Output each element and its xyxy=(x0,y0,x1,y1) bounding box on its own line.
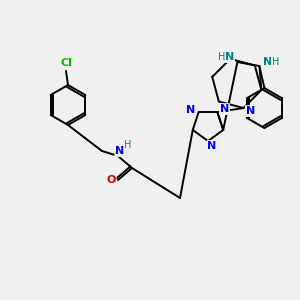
Text: N: N xyxy=(225,52,234,62)
Text: N: N xyxy=(207,141,217,151)
Text: H: H xyxy=(272,57,279,67)
Text: N: N xyxy=(246,106,255,116)
Text: Cl: Cl xyxy=(60,58,72,68)
Text: H: H xyxy=(218,52,225,62)
Text: H: H xyxy=(124,140,132,150)
Text: N: N xyxy=(116,146,124,156)
Text: O: O xyxy=(106,175,116,185)
Text: N: N xyxy=(263,57,272,67)
Text: N: N xyxy=(186,105,195,115)
Text: N: N xyxy=(220,104,229,114)
